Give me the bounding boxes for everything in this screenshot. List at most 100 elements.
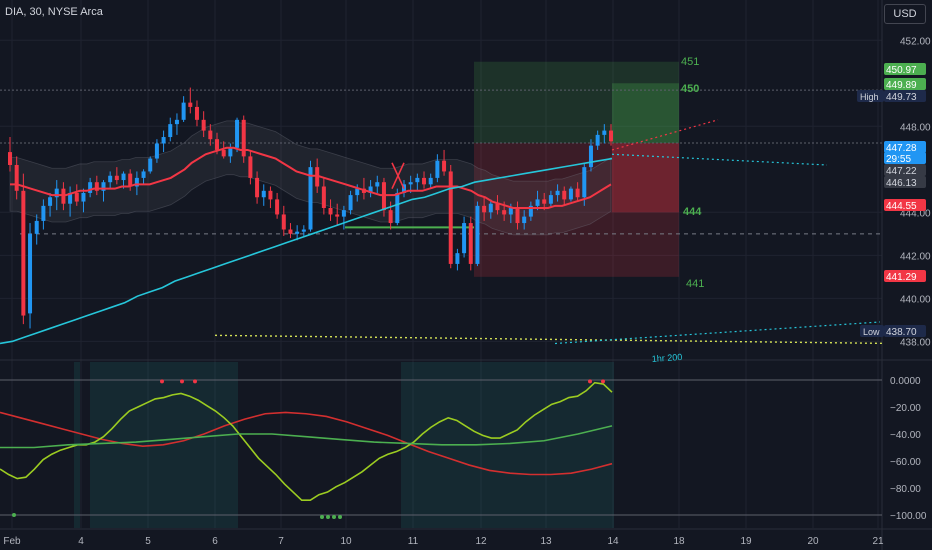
candle-body — [335, 214, 339, 216]
osc-tick-label: −100.00 — [890, 511, 927, 522]
osc-bottom-dot — [326, 515, 330, 519]
price-tick-label: 452.00 — [900, 36, 931, 47]
high-tag: High — [860, 92, 879, 102]
time-tick-label: 14 — [607, 536, 619, 547]
candle-body — [355, 189, 359, 195]
candle-body — [75, 193, 79, 202]
candle-body — [15, 165, 19, 191]
price-tick-label: 448.00 — [900, 122, 931, 133]
candle-body — [202, 120, 206, 131]
price-badge-text: 438.70 — [886, 327, 917, 338]
osc-bottom-dot — [12, 513, 16, 517]
candle-body — [222, 150, 226, 156]
candle-body — [582, 167, 586, 197]
candle-body — [295, 232, 299, 234]
candle-body — [235, 120, 239, 148]
osc-top-dot — [180, 379, 184, 383]
price-badge-text: 441.29 — [886, 272, 917, 283]
time-tick-label: 12 — [475, 536, 487, 547]
osc-tick-label: −40.00 — [890, 430, 921, 441]
candle-body — [88, 182, 92, 193]
candle-body — [596, 135, 600, 146]
time-tick-label: 7 — [278, 536, 284, 547]
time-tick-label: 11 — [408, 536, 419, 547]
price-badge-text: 450.97 — [886, 65, 917, 76]
osc-top-dot — [193, 379, 197, 383]
candle-body — [522, 217, 526, 223]
osc-top-dot — [601, 379, 605, 383]
osc-bottom-dot — [320, 515, 324, 519]
candle-body — [609, 131, 613, 142]
candle-body — [482, 206, 486, 212]
cyan-dotted-low — [555, 322, 880, 344]
price-badge-text: 444.55 — [886, 201, 917, 212]
candle-body — [375, 182, 379, 186]
candle-body — [21, 191, 25, 316]
candle-body — [302, 230, 306, 232]
time-tick-label: 4 — [78, 536, 84, 547]
candle-body — [195, 107, 199, 120]
label-441: 441 — [686, 278, 704, 290]
time-tick-label: 19 — [740, 536, 752, 547]
candle-body — [48, 197, 52, 206]
candle-body — [228, 148, 232, 157]
osc-bottom-dot — [338, 515, 342, 519]
osc-top-dot — [588, 379, 592, 383]
candle-body — [188, 103, 192, 107]
candle-body — [449, 171, 453, 263]
currency-button[interactable]: USD — [884, 4, 926, 24]
candle-body — [168, 124, 172, 137]
price-badge-text: 449.73 — [886, 92, 917, 103]
label-450: 450 — [681, 83, 699, 95]
price-tick-label: 440.00 — [900, 294, 931, 305]
candle-body — [35, 221, 39, 234]
time-axis: Feb 4 5 6 7 10 11 12 13 14 18 19 20 21 — [3, 536, 884, 547]
candle-body — [322, 187, 326, 209]
candle-body — [61, 189, 65, 204]
time-tick-label: 6 — [212, 536, 218, 547]
candle-body — [148, 159, 152, 172]
candle-body — [509, 208, 513, 214]
candle-body — [562, 191, 566, 200]
time-tick-label: 13 — [540, 536, 552, 547]
stop-zone-inner — [612, 143, 679, 212]
osc-tick-label: −60.00 — [890, 457, 921, 468]
candle-body — [255, 178, 259, 197]
low-tag: Low — [863, 327, 880, 337]
price-badge-text: 446.13 — [886, 178, 917, 189]
candle-body — [155, 143, 159, 158]
candle-body — [108, 176, 112, 182]
candle-body — [248, 156, 252, 178]
candle-body — [422, 178, 426, 184]
price-tick-label: 442.00 — [900, 251, 931, 262]
candle-body — [349, 195, 353, 210]
target-zone-inner — [612, 83, 679, 143]
candle-body — [208, 131, 212, 140]
candle-body — [536, 199, 540, 205]
time-tick-label: 10 — [340, 536, 352, 547]
candle-body — [549, 195, 553, 204]
price-axis: 452.00 448.00 444.00 442.00 440.00 438.00 0.00… — [857, 36, 931, 522]
candle-body — [182, 103, 186, 120]
label-444: 444 — [683, 206, 702, 218]
candle-body — [462, 223, 466, 253]
candle-body — [81, 193, 85, 202]
candle-body — [288, 230, 292, 234]
candle-body — [215, 139, 219, 150]
candle-body — [576, 189, 580, 198]
osc-tick-label: −80.00 — [890, 484, 921, 495]
yellow-dotted-line — [215, 335, 882, 343]
candle-body — [455, 253, 459, 264]
symbol-title[interactable]: DIA, 30, NYSE Arca — [5, 6, 103, 18]
osc-tick-label: 0.0000 — [890, 376, 921, 387]
candle-body — [502, 210, 506, 214]
candle-body — [122, 174, 126, 180]
candle-body — [142, 171, 146, 177]
price-badge-text: 29:55 — [886, 154, 911, 165]
time-tick-label: 20 — [807, 536, 819, 547]
osc-tick-label: −20.00 — [890, 403, 921, 414]
candle-body — [115, 176, 119, 180]
time-tick-label: 18 — [673, 536, 685, 547]
candle-body — [41, 206, 45, 221]
